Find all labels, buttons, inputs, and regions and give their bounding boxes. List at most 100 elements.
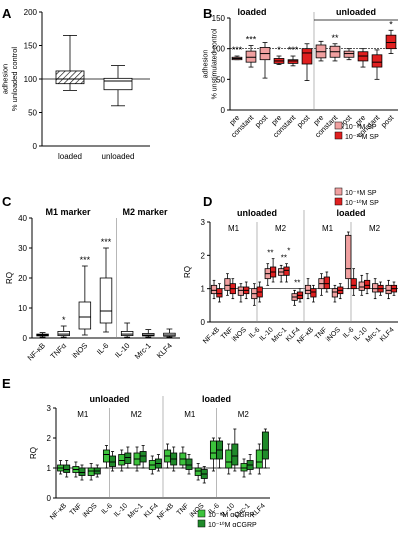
x-tick-label: Mrc-1 [127,502,145,520]
legend-swatch [334,187,343,196]
x-tick-label: iNOS [231,326,248,343]
box-pair-low [87,463,95,481]
x-tick-label: TNFα [48,341,68,361]
group-title: loaded [336,208,365,218]
box-pair-high [337,283,344,300]
y-tick-label: 100 [24,75,38,84]
legend-label: 10⁻⁸M SP [345,190,377,197]
box-pair-low [251,283,258,306]
y-axis-label: RQ [183,266,192,278]
box-pair-high [216,283,223,303]
significance-star: * [277,45,281,55]
box-pair-high [296,288,304,303]
y-tick-label: 100 [212,45,226,54]
box-condition [273,55,285,66]
y-tick-label: 40 [18,214,27,223]
box-iqr [287,59,299,64]
box-pair-high [229,278,236,300]
significance-star: * [389,19,393,29]
box-condition [371,49,383,80]
box-iqr [124,452,132,464]
box-pair-low [210,279,218,300]
box-pair-high [256,281,263,303]
y-tick-label: 2 [201,251,206,260]
box-pair-low [385,279,392,300]
panel-letter: C [2,194,12,209]
box-iqr [245,50,257,63]
box-pair-high [261,428,269,469]
group-title: unloaded [90,394,130,404]
y-tick-label: 0 [23,334,28,343]
significance-star: * [287,247,290,256]
box-iqr [102,449,110,463]
y-axis-label: RQ [5,272,14,284]
box-iqr [87,467,95,476]
box-marker [163,328,176,338]
significance-star: *** [101,237,112,247]
x-tick-label: NF-κB [202,326,221,345]
y-tick-label: 200 [24,8,38,17]
y-axis-label-line: RQ [5,272,14,284]
box-iqr [210,284,218,295]
legend-label: 10⁻⁸M SP [345,124,377,131]
box-pair-high [350,268,357,296]
box-pair-low [148,455,156,475]
box-iqr [209,440,217,460]
box-condition [357,48,369,68]
x-tick-label: Mrc-1 [365,326,383,344]
box-iqr [63,464,71,473]
x-tick-label: NF-κB [156,502,175,521]
significance-star: ** [294,279,300,288]
significance-star: * [62,315,66,325]
box-pair-low [194,463,202,481]
y-axis-label: RQ [29,447,38,459]
y-tick-label: 10 [18,304,27,313]
x-tick-label: Mrc-1 [133,341,153,361]
legend-label: 10⁻¹⁰M SP [345,133,379,141]
box-pair-high [323,271,330,293]
y-axis-label-line: RQ [29,447,38,459]
box-pair-low [209,437,217,472]
box-pair-high [246,454,254,475]
y-tick-label: 150 [212,14,226,23]
box-iqr [78,301,92,330]
box-iqr [99,277,113,324]
box-iqr [118,454,126,466]
box-iqr [301,48,313,65]
box-marker [142,329,155,338]
y-tick-label: 3 [47,404,52,413]
box-pair-low [255,443,263,475]
box-marker [120,322,134,338]
box-pair-high [170,446,178,472]
box-condition [245,45,257,68]
box-pair-high [93,464,101,478]
box-iqr [103,77,133,91]
box-pair-high [390,281,398,296]
subgroup-title: M2 [238,410,250,419]
box-marker [36,332,49,338]
box-iqr [237,286,244,296]
y-tick-label: 2 [47,434,52,443]
significance-star: *** [246,35,257,45]
box-marker [78,265,92,336]
y-axis-label-line: % unloaded control [10,47,19,112]
box-iqr [109,455,117,467]
subgroup-title: M2 [275,224,287,233]
y-tick-label: 0 [47,494,52,503]
legend-swatch [334,131,343,140]
box-pair-low [372,278,379,300]
box-iqr [255,449,263,469]
y-tick-label: 0 [201,318,206,327]
group-title: unloaded [336,7,376,17]
x-tick-label: iNOS [70,341,89,360]
panel-letter: D [203,194,212,209]
box-condition [343,48,355,61]
box-iqr [57,330,70,336]
y-axis-label-line: % unstimulated control [212,28,219,99]
box-iqr [304,284,312,295]
box-iqr [310,288,317,298]
box-pair-high [364,273,371,295]
y-tick-label: 0 [33,142,38,151]
y-tick-label: 0 [221,106,226,115]
